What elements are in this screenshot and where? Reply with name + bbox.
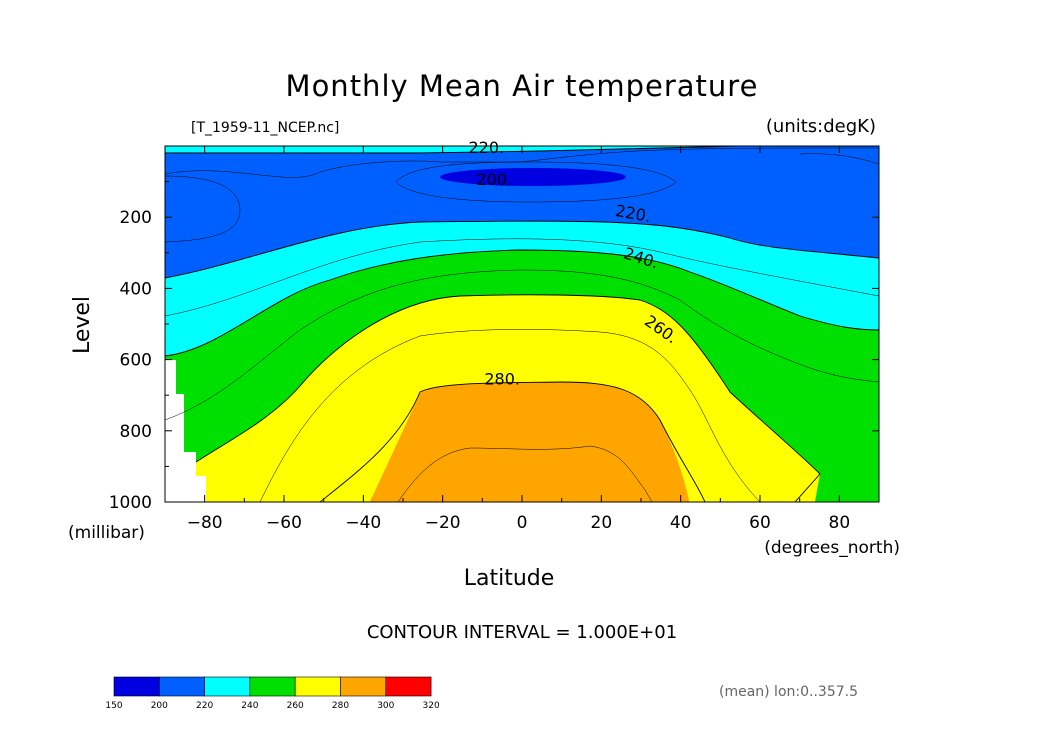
contour-line-290 [397,445,653,502]
contour-line-250 [165,269,879,421]
contour-label: 200. [476,170,512,189]
missing-data-stair [165,360,206,502]
colorbar-level-label: 200 [151,701,168,711]
colorbar-swatch [249,676,296,697]
colorbar-swatch [113,676,160,697]
x-tick-label: −20 [425,513,461,533]
contour-line-230 [165,238,879,317]
contour-line-220 [165,146,741,154]
band-280-300 [369,382,690,502]
x-unit-label: (degrees_north) [764,538,900,558]
contour-interval-note: CONTOUR INTERVAL = 1.000E+01 [367,622,677,643]
y-unit-label: (millibar) [68,523,145,543]
contour-line-240 [165,249,879,357]
mean-note: (mean) lon:0..357.5 [719,684,858,700]
y-tick-label: 400 [120,279,152,299]
y-tick-label: 600 [120,351,152,371]
x-axis-title: Latitude [464,566,555,591]
x-tick-label: 20 [591,513,613,533]
colorbar-level-label: 150 [105,701,122,711]
contour-line-210-left [165,175,241,243]
x-tick-label: 40 [670,513,692,533]
y-axis-title: Level [70,296,95,354]
colorbar-swatch [294,676,341,697]
colorbar-swatch [159,676,205,697]
file-label: [T_1959-11_NCEP.nc] [191,120,339,136]
colorbar-swatch [340,676,387,697]
x-tick-label: 0 [517,513,528,533]
contour-line-280 [319,381,706,502]
colorbar-swatch [204,676,251,697]
colorbar-swatch [385,676,432,697]
contour-label: 220. [468,138,504,157]
contour-line-210-right [799,153,879,165]
contour-line-210-ring [395,161,677,203]
colorbar-level-label: 260 [287,701,304,711]
contour-lines [165,146,879,502]
contour-line-260 [195,294,821,502]
x-tick-label: 60 [749,513,771,533]
units-label: (units:degK) [766,116,876,137]
contour-label: 280. [484,370,520,389]
colorbar-level-label: 320 [423,701,440,711]
x-axis: −80 −60 −40 −20 0 20 40 60 80 [164,146,880,533]
contour-field [165,146,879,502]
band-200-220 [165,146,879,278]
chart-title: Monthly Mean Air temperature [286,69,759,103]
band-below-200 [440,168,626,186]
x-tick-label: −60 [266,513,302,533]
colorbar-level-label: 240 [241,701,258,711]
colorbar-level-label: 220 [196,701,213,711]
colorbar-level-label: 300 [377,701,394,711]
x-tick-label: −80 [187,513,223,533]
colorbar: 150 200 220 240 260 280 300 320 [105,676,440,711]
contour-line-270 [259,329,761,502]
contour-line-220-lower [165,220,879,279]
y-tick-label: 200 [120,208,152,228]
y-tick-label: 800 [120,422,152,442]
colorbar-level-label: 280 [332,701,349,711]
x-tick-label: −40 [345,513,381,533]
y-tick-label: 1000 [109,493,152,513]
y-axis: 200 400 600 800 1000 [109,181,879,513]
x-tick-label: 80 [829,513,851,533]
